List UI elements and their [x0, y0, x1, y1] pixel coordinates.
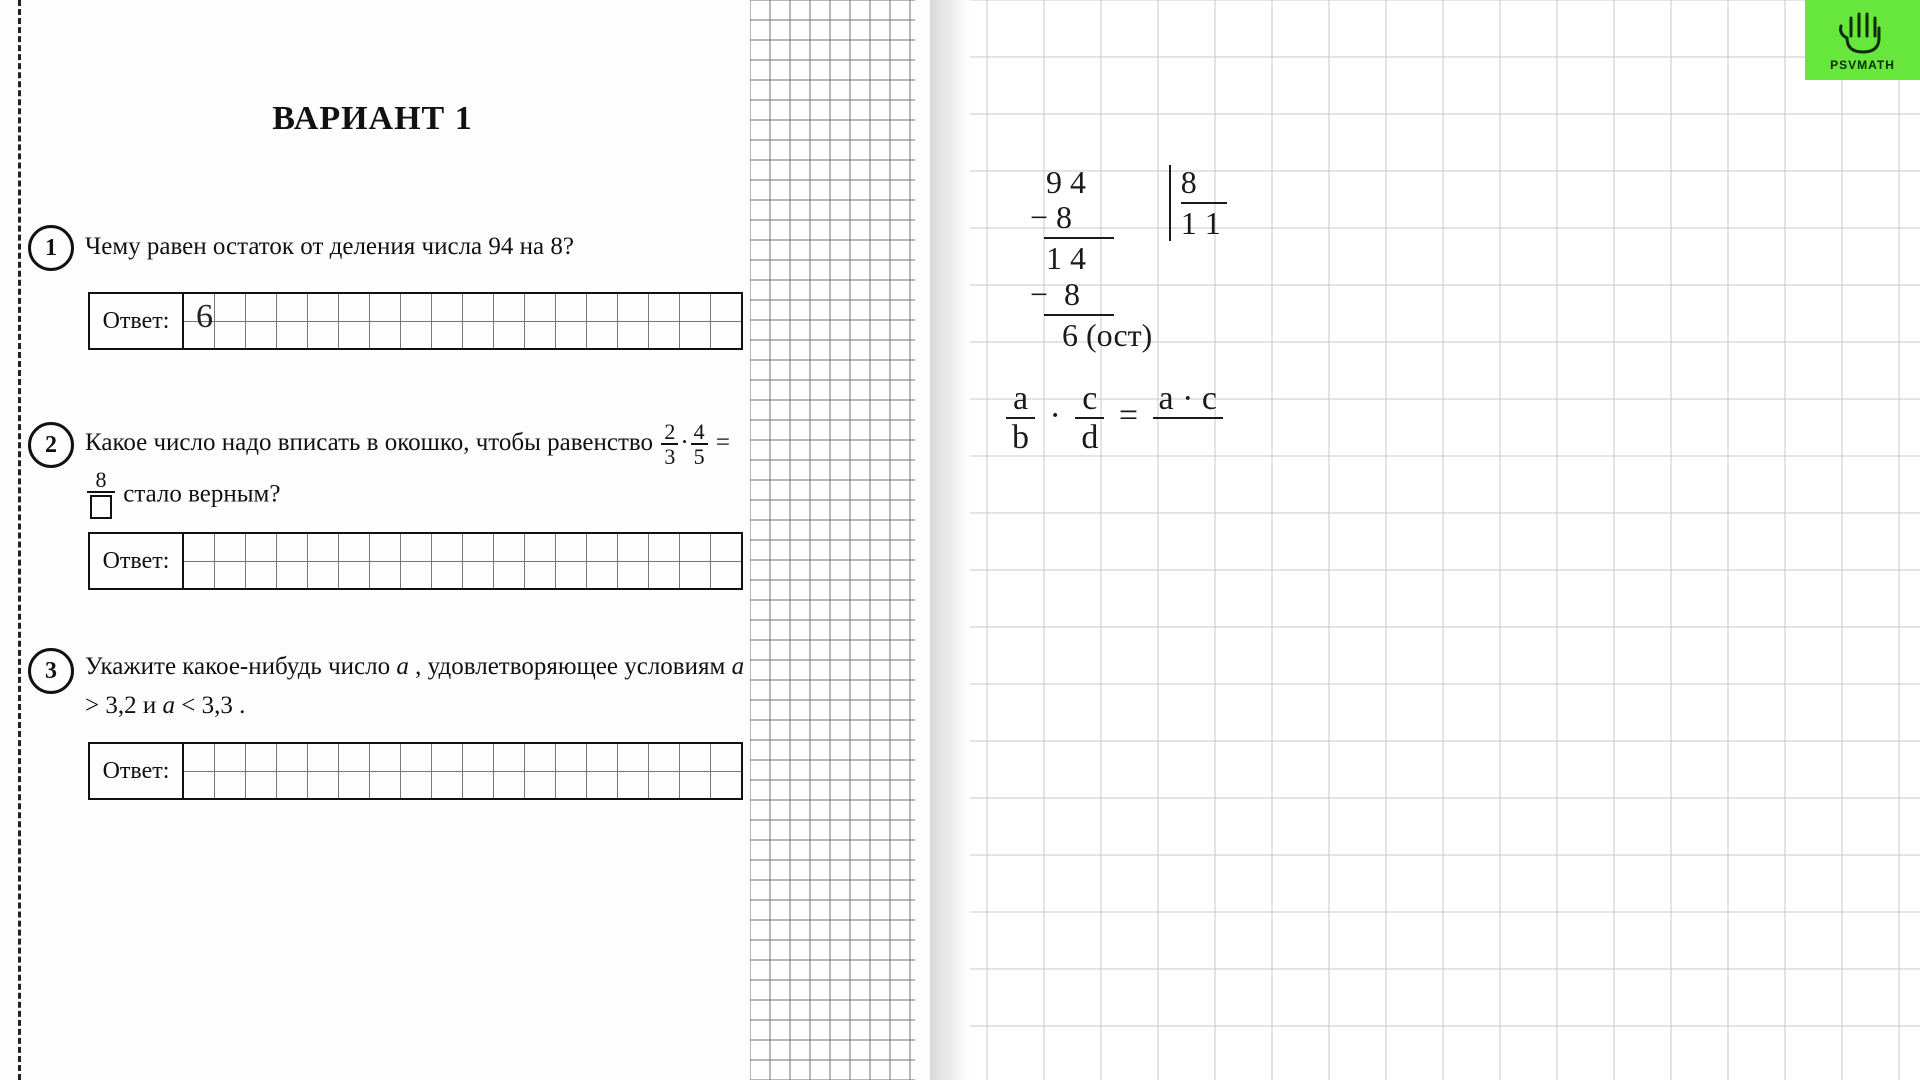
handwritten-long-division: 9 4− 8 1 4− 8 6 (ост) 8 1 1	[1030, 165, 1227, 353]
var-c: c	[1075, 380, 1104, 419]
var-a: a	[1006, 380, 1035, 419]
var-b: b	[1006, 419, 1035, 456]
variant-title: ВАРИАНТ 1	[0, 100, 745, 138]
grid-icon	[750, 0, 915, 1080]
longdiv-row: 1 4	[1030, 241, 1152, 276]
var-d: d	[1075, 419, 1104, 456]
dot-operator: ·	[1050, 397, 1061, 434]
var-ac: a · c	[1153, 380, 1224, 419]
page-shadow	[930, 0, 970, 1080]
answer-grid	[184, 534, 741, 588]
notebook-grid-icon	[930, 0, 1920, 1080]
page: ВАРИАНТ 1 1 Чему равен остаток от деления…	[0, 0, 1920, 1080]
handwritten-formula: ab · cd = a · c	[1000, 380, 1229, 457]
quotient: 1 1	[1181, 206, 1227, 241]
question-text: Какое число надо вписать в окошко, чтобы…	[85, 420, 745, 523]
answer-grid: 6	[184, 294, 741, 348]
longdiv-row: − 8	[1030, 200, 1152, 235]
answer-grid	[184, 744, 741, 798]
equals-sign: =	[1119, 397, 1138, 434]
answer-label: Ответ:	[90, 294, 184, 348]
var-blank	[1153, 419, 1224, 456]
question-number: 3	[28, 648, 74, 694]
answer-label: Ответ:	[90, 534, 184, 588]
channel-logo: PSVMATH	[1805, 0, 1920, 80]
question-text: Чему равен остаток от деления числа 94 н…	[85, 228, 745, 267]
logo-label: PSVMATH	[1830, 58, 1895, 72]
answer-label: Ответ:	[90, 744, 184, 798]
answer-value: 6	[196, 298, 213, 336]
printed-grid-strip	[750, 0, 915, 1080]
question-text: Укажите какое-нибудь число a , удовлетво…	[85, 648, 745, 726]
longdiv-row: 9 4	[1030, 165, 1152, 200]
answer-box: Ответ:	[88, 742, 743, 800]
longdiv-row: 6 (ост)	[1030, 318, 1152, 353]
answer-box: Ответ: 6	[88, 292, 743, 350]
longdiv-row: − 8	[1030, 277, 1152, 312]
hand-icon	[1833, 8, 1893, 58]
scratch-panel: 9 4− 8 1 4− 8 6 (ост) 8 1 1 ab · cd = a …	[930, 0, 1920, 1080]
question-number: 2	[28, 422, 74, 468]
question-number: 1	[28, 225, 74, 271]
page-fold-dashed-line	[18, 0, 21, 1080]
answer-box: Ответ:	[88, 532, 743, 590]
divisor: 8	[1181, 165, 1227, 200]
